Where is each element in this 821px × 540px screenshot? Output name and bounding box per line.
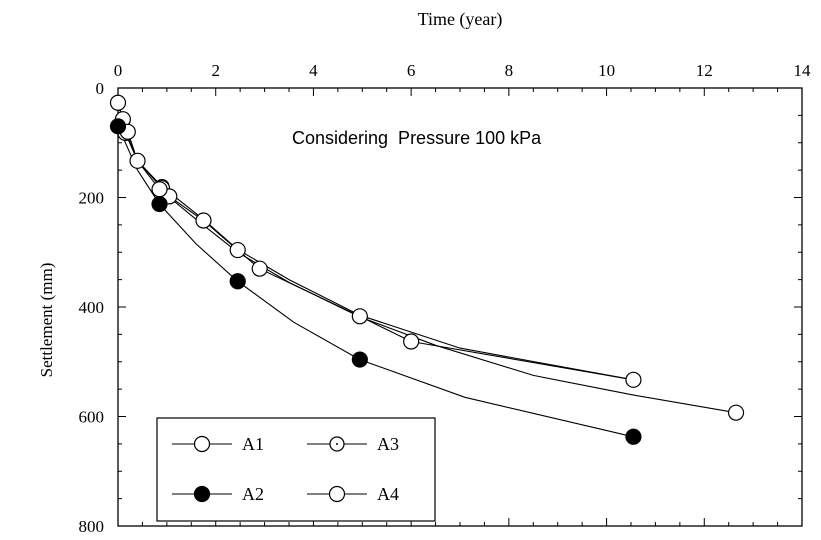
y-axis-label: Settlement (mm) [37,263,56,378]
axes: 0 2 4 6 8 10 12 14 0 200 400 600 800 [79,61,812,536]
data-point-a2 [351,351,368,368]
series-line-a2 [117,126,634,438]
y-tick-label: 400 [79,298,105,317]
legend-marker-a2 [193,485,211,503]
data-point-a1 [109,94,127,111]
x-axis-label: Time (year) [418,9,503,30]
series-line-a4 [127,131,737,414]
data-point-a4 [151,181,168,198]
data-point-a4 [727,404,745,421]
x-tick-label: 8 [505,61,514,80]
chart-annotation: Considering Pressure 100 kPa [292,128,542,148]
legend-box [156,417,436,522]
data-point-a1 [403,333,420,350]
legend: A1 A2 A3 A4 [156,417,436,522]
data-point-a2 [109,118,127,135]
data-point-a1 [251,260,268,277]
series-markers [109,94,745,445]
x-tick-label: 12 [696,61,713,80]
y-tick-label: 800 [79,517,105,536]
y-tick-label: 0 [96,79,105,98]
legend-marker-a4 [328,485,346,503]
legend-label-a1: A1 [242,434,264,454]
data-point-a1 [229,241,246,259]
data-point-a1 [625,371,642,388]
data-point-a1 [129,152,146,169]
y-tick-label: 600 [79,408,105,427]
legend-label-a3: A3 [377,434,399,454]
legend-marker-a1 [193,435,211,453]
data-point-a2 [151,195,168,213]
legend-label-a4: A4 [377,484,399,504]
data-point-a2 [229,273,246,290]
legend-label-a2: A2 [242,484,264,504]
data-point-a1 [351,308,368,325]
x-tick-label: 14 [794,61,812,80]
x-tick-label: 0 [114,61,123,80]
x-tick-label: 4 [309,61,318,80]
y-tick-label: 200 [79,189,105,208]
legend-marker-a3-dot [336,443,338,445]
legend-marker-a3 [329,436,345,452]
data-point-a1 [195,212,212,229]
data-point-a2 [625,428,642,445]
x-tick-label: 10 [598,61,615,80]
x-tick-label: 6 [407,61,416,80]
x-tick-label: 2 [211,61,220,80]
